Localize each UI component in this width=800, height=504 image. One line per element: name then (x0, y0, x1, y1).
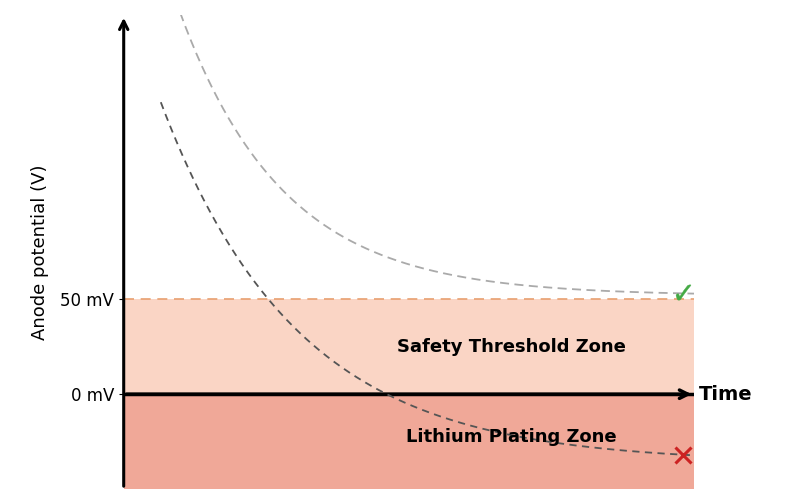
Text: Time: Time (699, 385, 753, 404)
Y-axis label: Anode potential (V): Anode potential (V) (31, 164, 49, 340)
Text: Lithium Plating Zone: Lithium Plating Zone (406, 428, 617, 446)
Text: Safety Threshold Zone: Safety Threshold Zone (398, 338, 626, 356)
